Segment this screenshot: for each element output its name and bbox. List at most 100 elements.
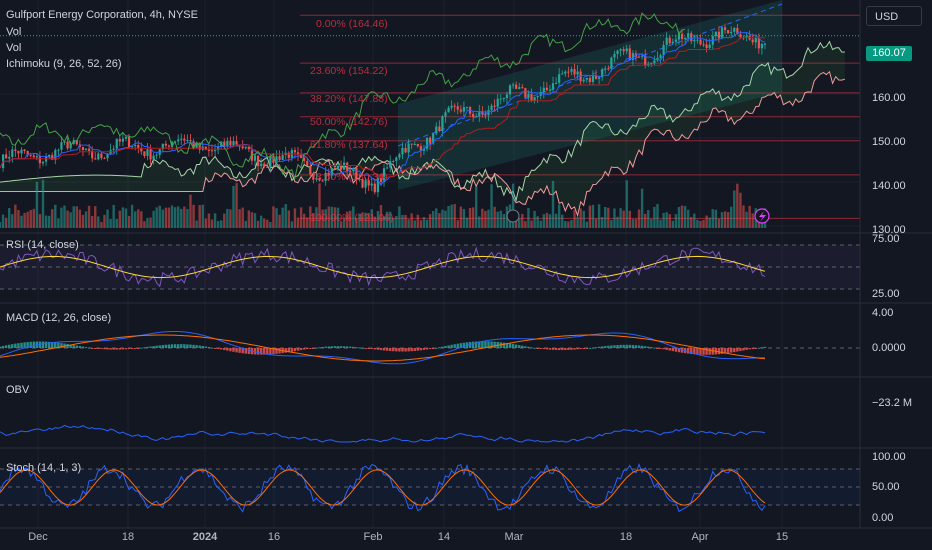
volume-bar <box>733 190 736 228</box>
volume-bar <box>201 204 204 228</box>
ichimoku-legend[interactable]: Ichimoku (9, 26, 52, 26) <box>6 58 122 70</box>
macd-histogram-bar <box>668 348 671 351</box>
volume-bar <box>241 207 244 228</box>
volume-bar <box>717 218 721 228</box>
macd-histogram-bar <box>435 347 438 349</box>
volume-bar <box>739 192 742 228</box>
volume-bar <box>115 218 118 228</box>
candle-body <box>170 141 174 147</box>
volume-bar <box>640 188 644 228</box>
volume-bar <box>72 206 75 228</box>
volume-bar <box>748 205 751 228</box>
volume-bar <box>447 205 450 228</box>
candle-body <box>32 155 35 158</box>
candle-body <box>625 48 628 52</box>
macd-histogram-bar <box>398 348 401 352</box>
macd-histogram-bar <box>376 348 380 350</box>
volume-bar <box>527 207 530 228</box>
volume-bar <box>87 205 91 228</box>
time-tick: Dec <box>28 531 48 543</box>
candle-body <box>5 154 8 159</box>
candle-body <box>524 88 527 98</box>
volume-bar <box>398 206 401 228</box>
volume-bar <box>130 204 134 228</box>
volume-bar <box>600 217 604 228</box>
macd-histogram-bar <box>176 344 180 348</box>
volume-bar <box>106 209 109 228</box>
candle-body <box>591 75 595 82</box>
volume-bar <box>143 221 146 228</box>
volume-bar <box>693 213 696 228</box>
candle-body <box>438 126 441 132</box>
macd-legend[interactable]: MACD (12, 26, close) <box>6 312 112 324</box>
macd-histogram-bar <box>321 346 324 348</box>
volume-bar <box>127 216 131 228</box>
volume-bar <box>616 216 619 228</box>
volume-bar <box>465 217 469 228</box>
candle-body <box>167 145 171 147</box>
volume-bar <box>333 207 337 228</box>
volume-bar <box>683 205 687 228</box>
macd-histogram-bar <box>447 345 450 348</box>
candle-body <box>11 149 14 157</box>
macd-histogram-bar <box>20 342 23 348</box>
volume-legend-1[interactable]: Vol <box>6 26 22 38</box>
obv-legend[interactable]: OBV <box>6 384 30 396</box>
candle-body <box>545 87 548 90</box>
volume-bar <box>511 183 515 228</box>
volume-bar <box>220 220 223 228</box>
macd-tick: 0.0000 <box>872 342 906 354</box>
macd-histogram-bar <box>315 347 318 349</box>
earnings-marker <box>506 209 520 223</box>
macd-histogram-bar <box>490 341 493 348</box>
candle-body <box>272 155 275 163</box>
volume-bar <box>665 212 668 228</box>
candle-body <box>481 111 484 115</box>
candle-body <box>416 143 419 147</box>
stoch-legend[interactable]: Stoch (14, 1, 3) <box>6 462 82 474</box>
volume-bar <box>484 210 487 228</box>
volume-bar <box>585 221 589 228</box>
macd-histogram-bar <box>536 348 539 349</box>
currency-selector[interactable]: USD <box>866 6 922 26</box>
volume-bar <box>100 221 103 228</box>
candle-body <box>505 94 509 99</box>
volume-bar <box>133 211 137 228</box>
volume-bar <box>413 220 416 228</box>
volume-bar <box>97 216 100 228</box>
candle-body <box>278 156 281 160</box>
macd-histogram-bar <box>456 343 459 348</box>
volume-bar <box>336 207 340 228</box>
macd-histogram-bar <box>680 348 684 353</box>
volume-bar <box>137 209 140 228</box>
macd-histogram-bar <box>333 346 337 348</box>
candle-body <box>693 39 696 42</box>
rsi-legend[interactable]: RSI (14, close) <box>6 239 79 251</box>
volume-bar <box>499 210 502 228</box>
macd-histogram-bar <box>355 347 358 349</box>
candle-body <box>81 146 85 151</box>
macd-histogram-bar <box>736 348 739 352</box>
candle-body <box>702 44 705 46</box>
macd-histogram-bar <box>518 345 521 348</box>
candle-body <box>450 105 453 108</box>
volume-bar <box>278 214 281 228</box>
macd-histogram-bar <box>324 346 327 348</box>
volume-bar <box>318 183 321 228</box>
volume-bar <box>152 210 155 228</box>
candle-body <box>475 116 478 118</box>
candle-body <box>20 149 23 154</box>
macd-histogram-bar <box>653 347 656 349</box>
macd-histogram-bar <box>720 348 724 354</box>
volume-bar <box>656 204 659 228</box>
macd-histogram-bar <box>358 347 361 349</box>
macd-histogram-bar <box>306 348 309 350</box>
candle-body <box>453 105 456 107</box>
volume-bar <box>705 215 708 228</box>
macd-histogram-bar <box>665 348 668 350</box>
candle-body <box>736 28 739 35</box>
macd-histogram-bar <box>475 341 478 348</box>
volume-legend-2[interactable]: Vol <box>6 42 22 54</box>
macd-histogram-bar <box>183 344 186 348</box>
